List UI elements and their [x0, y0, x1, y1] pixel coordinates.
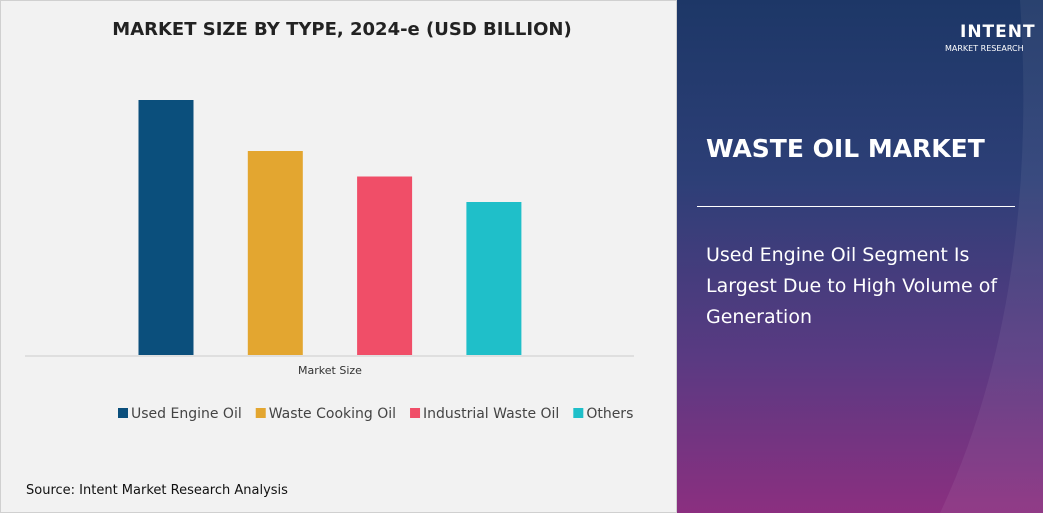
x-tick-label: Market Size [298, 364, 362, 377]
bar [138, 100, 194, 355]
source: Source: Intent Market Research Analysis [26, 483, 288, 498]
legend-swatch [410, 408, 421, 418]
info-panel [677, 0, 1043, 513]
bar [357, 176, 413, 355]
legend-swatch [118, 408, 128, 418]
legend-label: Others [586, 406, 633, 422]
chart: MARKET SIZE BY TYPE, 2024-e (USD BILLION… [25, 19, 634, 422]
legend-swatch [255, 408, 266, 418]
chart-panel [0, 0, 677, 513]
legend-label: Used Engine Oil [131, 406, 242, 422]
headline: Used Engine Oil Segment Is Largest Due t… [706, 244, 998, 328]
legend-label: Waste Cooking Oil [269, 406, 396, 422]
legend-label: Industrial Waste Oil [423, 406, 559, 422]
bar [466, 202, 522, 355]
panel-title: WASTE OIL MARKET [706, 134, 985, 163]
decor-curve [940, 0, 1043, 513]
legend-swatch [573, 408, 584, 418]
divider [697, 206, 1015, 207]
bar [247, 151, 303, 355]
logo-name: INTENT [960, 22, 1036, 42]
logo-tagline: MARKET RESEARCH [945, 44, 1024, 53]
chart-title: MARKET SIZE BY TYPE, 2024-e (USD BILLION… [112, 19, 571, 40]
